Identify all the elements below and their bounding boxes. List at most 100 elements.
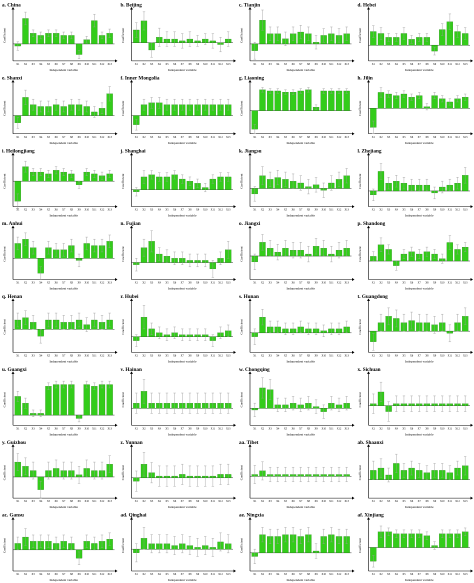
y-axis-label: Coefficient: [121, 538, 125, 553]
x-tick-label: X1: [16, 63, 20, 66]
x-tick-label: X7: [181, 500, 185, 503]
x-tick-label: X11: [211, 282, 216, 285]
x-tick-label: X8: [70, 282, 74, 285]
x-tick-label: X10: [321, 282, 326, 285]
x-tick-label: X11: [92, 136, 97, 139]
x-tick-label: X6: [410, 500, 414, 503]
x-tick-label: X12: [337, 354, 342, 357]
x-tick-label: X11: [329, 209, 334, 212]
x-tick-label: X11: [92, 500, 97, 503]
x-tick-label: X9: [433, 136, 437, 139]
subplot-title: r. Hubei: [121, 294, 140, 300]
x-axis-arrow: [352, 569, 355, 573]
x-tick-label: X2: [261, 500, 265, 503]
x-tick-label: X6: [410, 63, 414, 66]
x-tick-label: X3: [269, 573, 273, 576]
subplot-title: a. China: [2, 3, 21, 9]
x-tick-label: X3: [387, 209, 391, 212]
x-tick-label: X4: [39, 282, 43, 285]
x-axis-label: Independent variable: [405, 141, 434, 145]
x-tick-label: X1: [372, 136, 376, 139]
x-tick-label: X7: [181, 282, 185, 285]
x-axis-label: Independent variable: [49, 578, 78, 582]
x-axis-label: Independent variable: [286, 141, 315, 145]
subplot-title: ac. Gansu: [2, 513, 24, 519]
y-axis-label: Coefficient: [121, 28, 125, 43]
x-tick-label: X8: [70, 63, 74, 66]
x-tick-label: X7: [299, 63, 303, 66]
x-axis-arrow: [470, 205, 473, 209]
y-axis-label: Coefficient: [121, 319, 125, 334]
x-tick-label: X7: [299, 354, 303, 357]
x-axis-arrow: [115, 278, 118, 281]
x-tick-label: X13: [344, 136, 349, 139]
x-tick-label: X10: [440, 209, 445, 212]
x-tick-label: X9: [314, 136, 318, 139]
x-tick-label: X9: [433, 573, 437, 576]
x-tick-label: X9: [196, 427, 200, 430]
x-tick-label: X1: [253, 354, 257, 357]
x-tick-label: X13: [463, 427, 468, 430]
bar: [60, 384, 67, 416]
x-tick-label: X13: [107, 136, 112, 139]
x-axis-arrow: [233, 59, 236, 63]
x-tick-label: X3: [269, 427, 273, 430]
x-tick-label: X1: [135, 282, 139, 285]
x-tick-label: X8: [307, 354, 311, 357]
x-tick-label: X12: [100, 63, 105, 66]
x-tick-label: X8: [425, 209, 429, 212]
x-axis-arrow: [470, 496, 473, 500]
x-tick-label: X8: [307, 282, 311, 285]
subplot: ac. Gansu Coefficient Independent variable…: [2, 513, 118, 582]
x-tick-label: X1: [135, 354, 139, 357]
subplot-title: aa. Tibet: [239, 440, 259, 446]
x-tick-label: X3: [32, 500, 36, 503]
x-tick-label: X7: [62, 63, 66, 66]
x-tick-label: X9: [77, 500, 81, 503]
x-tick-label: X6: [410, 282, 414, 285]
x-tick-label: X13: [226, 354, 231, 357]
x-tick-label: X6: [55, 282, 59, 285]
y-axis-arrow: [367, 225, 370, 229]
x-tick-label: X5: [284, 427, 288, 430]
x-tick-label: X9: [433, 282, 437, 285]
x-tick-label: X1: [135, 63, 139, 66]
subplot: c. Tianjin Coefficient Independent variabl…: [239, 3, 355, 72]
x-tick-label: X9: [433, 354, 437, 357]
x-tick-label: X8: [188, 63, 192, 66]
x-tick-label: X13: [107, 427, 112, 430]
x-tick-label: X7: [299, 500, 303, 503]
x-tick-label: X9: [77, 354, 81, 357]
x-tick-label: X2: [24, 354, 28, 357]
y-axis-arrow: [248, 7, 252, 10]
subplot-title: j. Shanghai: [120, 148, 147, 154]
x-tick-label: X13: [344, 500, 349, 503]
x-tick-label: X4: [395, 427, 399, 430]
y-axis-arrow: [248, 225, 252, 229]
x-axis-label: Independent variable: [168, 287, 197, 291]
x-tick-label: X10: [321, 136, 326, 139]
x-tick-label: X10: [84, 282, 89, 285]
x-tick-label: X3: [387, 63, 391, 66]
x-tick-label: X2: [142, 500, 146, 503]
x-tick-label: X13: [226, 136, 231, 139]
x-tick-label: X8: [70, 573, 74, 576]
x-tick-label: X10: [84, 136, 89, 139]
x-tick-label: X5: [402, 500, 406, 503]
x-tick-label: X12: [100, 573, 105, 576]
x-tick-label: X6: [55, 500, 59, 503]
x-axis-label: Independent variable: [49, 68, 78, 72]
x-tick-label: X10: [84, 427, 89, 430]
y-axis-arrow: [11, 371, 15, 374]
x-tick-label: X6: [410, 136, 414, 139]
y-axis-label: Coefficient: [358, 319, 362, 334]
x-axis-label: Independent variable: [286, 68, 315, 72]
x-tick-label: X13: [463, 209, 468, 212]
x-tick-label: X5: [165, 354, 169, 357]
y-axis-arrow: [248, 152, 252, 156]
x-tick-label: X2: [142, 427, 146, 430]
x-tick-label: X3: [32, 136, 36, 139]
x-tick-label: X7: [62, 427, 66, 430]
x-tick-label: X12: [455, 136, 460, 139]
subplot-title: h. Jilin: [358, 75, 373, 81]
